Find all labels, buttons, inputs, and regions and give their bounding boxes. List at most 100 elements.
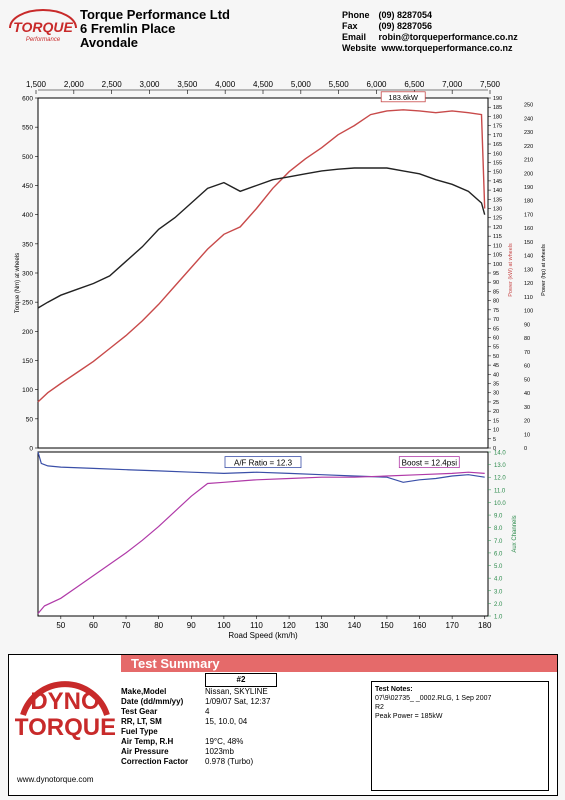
power-kw-tick-label: 165 — [493, 142, 502, 148]
speed-axis-label: Road Speed (km/h) — [228, 631, 298, 640]
summary-label: Date (dd/mm/yy) — [121, 697, 184, 706]
test-notes: Test Notes: 07\9\02735_ _0002.RLG, 1 Sep… — [371, 681, 549, 791]
power-kw-tick-label: 115 — [493, 234, 502, 240]
speed-tick-label: 180 — [478, 621, 492, 630]
boost-box — [398, 456, 460, 469]
summary-value: 1/09/07 Sat, 12:37 — [205, 697, 271, 706]
power-kw-tick-label: 85 — [493, 289, 499, 295]
address-line-2: Avondale — [80, 35, 139, 50]
aux-tick-label: 9.0 — [494, 514, 503, 520]
power-hp-tick-label: 180 — [524, 199, 533, 205]
power-kw-tick-label: 105 — [493, 253, 502, 259]
torque-tick-label: 350 — [22, 241, 33, 248]
power-kw-tick-label: 150 — [493, 170, 502, 176]
power-kw-tick-label: 70 — [493, 317, 499, 323]
notes-heading: Test Notes: — [375, 686, 413, 693]
power-kw-tick-label: 175 — [493, 124, 502, 130]
speed-tick-label: 60 — [89, 621, 98, 630]
torque-tick-label: 300 — [22, 271, 33, 278]
power-hp-tick-label: 80 — [524, 336, 530, 342]
aux-tick-label: 2.0 — [494, 602, 503, 608]
speed-tick-label: 80 — [154, 621, 163, 630]
power-kw-tick-label: 180 — [493, 114, 502, 120]
notes-line: R2 — [375, 704, 384, 711]
contact-details: Phone (09) 8287054 Fax (09) 8287056 Emai… — [342, 10, 518, 54]
summary-value: 19°C, 48% — [205, 737, 244, 746]
summary-label: Air Temp, R.H — [121, 737, 174, 746]
power-kw-tick-label: 60 — [493, 335, 499, 341]
fax-label: Fax — [342, 21, 358, 31]
company-name: Torque Performance Ltd — [80, 7, 231, 22]
power-hp-tick-label: 90 — [524, 322, 530, 328]
rpm-tick-label: 6,500 — [404, 80, 425, 89]
logo-line-1: DYNO — [30, 688, 99, 715]
summary-label: RR, LT, SM — [121, 717, 162, 726]
power-hp-tick-label: 240 — [524, 116, 533, 122]
power-kw-tick-label: 20 — [493, 409, 499, 415]
power-hp-tick-label: 150 — [524, 240, 533, 246]
website-value[interactable]: www.torqueperformance.co.nz — [381, 43, 513, 53]
summary-value: 1023mb — [205, 747, 234, 756]
power-hp-tick-label: 140 — [524, 254, 533, 260]
speed-tick-label: 100 — [217, 621, 231, 630]
rpm-tick-label: 5,000 — [291, 80, 312, 89]
power-hp-tick-label: 30 — [524, 405, 530, 411]
power-hp-tick-label: 190 — [524, 185, 533, 191]
dyno-chart: 1,500 2,000 2,500 3,000 3,500 4,000 4,500 5,000… — [15, 80, 547, 640]
power-hp-tick-label: 0 — [524, 446, 527, 452]
power-kw-tick-label: 45 — [493, 363, 499, 369]
summary-value: 15, 10.0, 04 — [205, 717, 248, 726]
test-summary: DYNO TORQUE www.dynotorque.com Test Summ… — [8, 654, 558, 796]
aux-frame — [37, 451, 489, 617]
logo-subtext: Performance — [26, 37, 61, 43]
dyno-website[interactable]: www.dynotorque.com — [17, 775, 94, 784]
notes-line: 07\9\02735_ _0002.RLG, 1 Sep 2007 — [375, 695, 492, 702]
summary-value: Nissan, SKYLINE — [205, 687, 268, 696]
aux-tick-label: 4.0 — [494, 577, 503, 583]
aux-tick-label: 11.0 — [494, 488, 506, 494]
power-hp-tick-label: 120 — [524, 281, 533, 287]
phone-label: Phone — [342, 10, 370, 20]
phone-value: (09) 8287054 — [378, 10, 433, 20]
af-ratio-label: A/F Ratio = 12.3 — [234, 459, 293, 468]
af-ratio-box — [224, 456, 302, 469]
torque-tick-label: 50 — [26, 416, 34, 423]
summary-values: Nissan, SKYLINE 1/09/07 Sat, 12:37 4 15,… — [205, 687, 270, 767]
power-hp-tick-label: 20 — [524, 419, 530, 425]
power-kw-tick-label: 55 — [493, 345, 499, 351]
power-kw-tick-label: 140 — [493, 188, 502, 194]
power-kw-tick-label: 10 — [493, 428, 499, 434]
power-hp-tick-label: 100 — [524, 309, 533, 315]
power-hp-tick-label: 60 — [524, 364, 530, 370]
summary-label: Correction Factor — [121, 757, 189, 766]
aux-tick-label: 8.0 — [494, 526, 503, 532]
rpm-tick-label: 3,000 — [139, 80, 160, 89]
power-kw-tick-label: 125 — [493, 216, 502, 222]
aux-tick-label: 7.0 — [494, 539, 503, 545]
boost-curve — [37, 471, 485, 614]
summary-label: Air Pressure — [121, 747, 169, 756]
rpm-tick-label: 2,000 — [64, 80, 85, 89]
power-hp-tick-label: 230 — [524, 130, 533, 136]
boost-label: Boost = 12.4psi — [402, 459, 458, 468]
power-kw-tick-label: 190 — [493, 96, 502, 102]
torque-curve — [37, 167, 486, 309]
speed-tick-label: 130 — [315, 621, 329, 630]
summary-labels: Make,Model Date (dd/mm/yy) Test Gear RR,… — [121, 687, 188, 767]
speed-tick-label: 160 — [413, 621, 427, 630]
power-hp-tick-label: 70 — [524, 350, 530, 356]
power-hp-tick-label: 220 — [524, 144, 533, 150]
power-kw-tick-label: 65 — [493, 326, 499, 332]
power-kw-tick-label: 15 — [493, 418, 499, 424]
power-kw-tick-label: 90 — [493, 280, 499, 286]
rpm-tick-label: 5,500 — [329, 80, 350, 89]
power-kw-tick-label: 155 — [493, 160, 502, 166]
website-label: Website — [342, 43, 377, 53]
email-value[interactable]: robin@torqueperformance.co.nz — [378, 32, 518, 42]
power-kw-tick-label: 95 — [493, 271, 499, 277]
power-torque-panel: 1,500 2,000 2,500 3,000 3,500 4,000 4,500 5,000… — [15, 80, 547, 453]
torque-tick-label: 400 — [22, 212, 33, 219]
rpm-tick-label: 6,000 — [366, 80, 387, 89]
rpm-tick-label: 4,500 — [253, 80, 274, 89]
